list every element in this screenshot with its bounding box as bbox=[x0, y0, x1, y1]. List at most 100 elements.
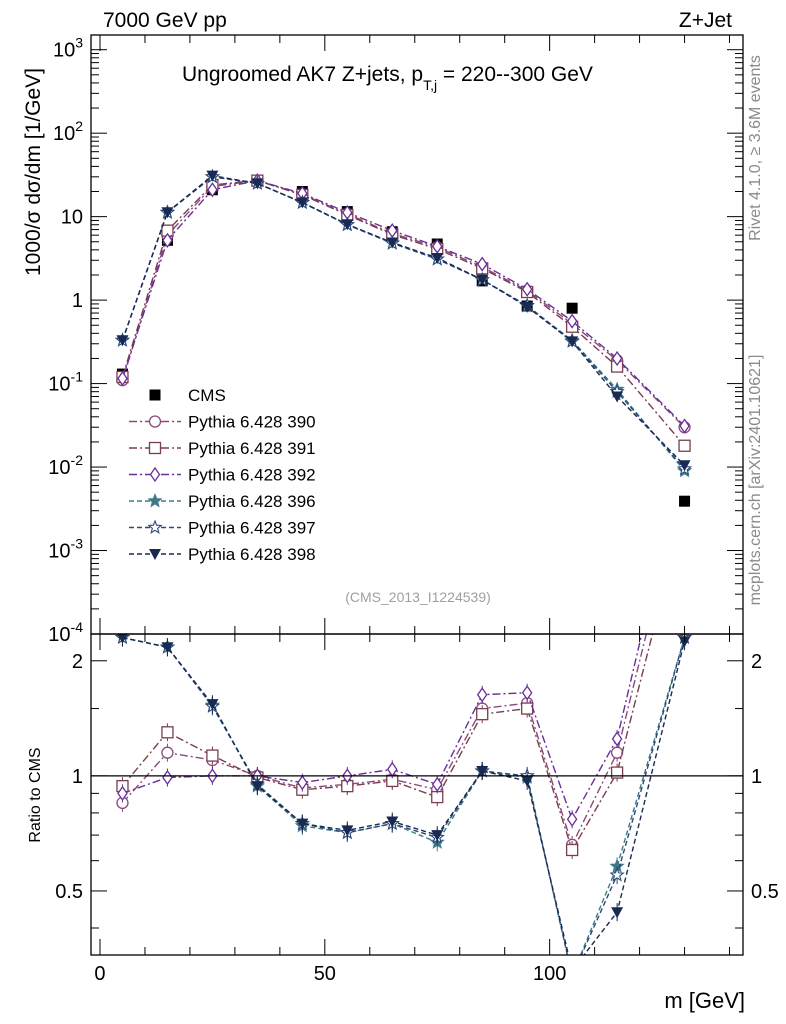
ratio-y-tick-label-right: 0.5 bbox=[751, 881, 779, 903]
main-y-tick-label: 10-3 bbox=[48, 536, 83, 563]
ratio-pythia-6-428-398-point bbox=[206, 699, 219, 711]
ratio-y-tick-label-left: 2 bbox=[72, 651, 83, 673]
main-pythia-6-428-398-point bbox=[386, 237, 399, 249]
main-pythia-6-428-398-point bbox=[476, 274, 489, 286]
legend-pythia-6-428-390-marker bbox=[148, 415, 162, 428]
main-pythia-6-428-392-point bbox=[117, 370, 128, 387]
ratio-pythia-6-428-392-point bbox=[521, 685, 533, 701]
legend-pythia-6-428-397-marker bbox=[147, 519, 163, 534]
plot-title-sub: T,j bbox=[423, 77, 437, 93]
ratio-pythia-6-428-392-point bbox=[566, 811, 578, 827]
ratio-pythia-6-428-391-point bbox=[610, 766, 624, 779]
main-pythia-6-428-392-point bbox=[566, 313, 578, 329]
ratio-pythia-6-428-391-point bbox=[565, 843, 579, 857]
ratio-pythia-6-428-390-point bbox=[610, 746, 624, 759]
main-y-tick-label: 10-1 bbox=[48, 369, 83, 396]
header-right-text: Z+Jet bbox=[679, 9, 732, 32]
ratio-pythia-6-428-391-point bbox=[161, 726, 174, 739]
ratio-pythia-6-428-391-point bbox=[206, 749, 219, 762]
main-pythia-6-428-398-point bbox=[611, 391, 624, 403]
main-pythia-6-428-398-point bbox=[431, 252, 444, 264]
main-pythia-6-428-398-point bbox=[251, 178, 264, 190]
ratio-pythia-6-428-398-point bbox=[431, 830, 444, 842]
ratio-pythia-6-428-392-point bbox=[117, 785, 128, 802]
x-axis-label: m [GeV] bbox=[664, 988, 745, 1013]
ratio-pythia-6-428-396-line bbox=[122, 636, 686, 955]
ratio-pythia-6-428-392-point bbox=[611, 731, 623, 747]
legend-pythia-6-428-391-label: Pythia 6.428 391 bbox=[188, 439, 316, 458]
main-y-tick-label: 1 bbox=[72, 290, 83, 312]
main-pythia-6-428-398-point bbox=[521, 301, 534, 313]
ratio-pythia-6-428-398-point bbox=[296, 818, 309, 830]
ratio-pythia-6-428-397-point bbox=[609, 867, 625, 882]
main-pythia-6-428-398-point bbox=[161, 207, 174, 219]
main-pythia-6-428-398-point bbox=[341, 219, 354, 231]
main-cms-point bbox=[566, 302, 578, 314]
legend-pythia-6-428-398-label: Pythia 6.428 398 bbox=[188, 545, 316, 564]
main-pythia-6-428-398-point bbox=[678, 460, 691, 472]
main-y-axis-label: 1000/σ dσ/dm [1/GeV] bbox=[22, 68, 45, 276]
legend-pythia-6-428-397-label: Pythia 6.428 397 bbox=[188, 519, 316, 538]
ratio-pythia-6-428-398-point bbox=[161, 642, 174, 654]
ratio-y-tick-label-left: 0.5 bbox=[55, 881, 83, 903]
header-left-text: 7000 GeV pp bbox=[103, 9, 227, 32]
main-pythia-6-428-392-point bbox=[476, 256, 488, 272]
x-tick-label: 50 bbox=[314, 963, 336, 985]
legend-pythia-6-428-391-marker bbox=[148, 441, 162, 455]
x-tick-label: 100 bbox=[533, 963, 566, 985]
main-pythia-6-428-392-point bbox=[611, 350, 623, 367]
legend-pythia-6-428-398-marker bbox=[149, 549, 161, 560]
ratio-pythia-6-428-392-point bbox=[476, 687, 488, 703]
legend-pythia-6-428-390-label: Pythia 6.428 390 bbox=[188, 413, 316, 432]
ratio-pythia-6-428-398-line bbox=[122, 636, 686, 955]
ratio-pythia-6-428-398-point bbox=[386, 816, 399, 828]
ratio-pythia-6-428-398-point bbox=[611, 907, 624, 919]
ratio-pythia-6-428-392-point bbox=[297, 775, 308, 791]
main-pythia-6-428-392-point bbox=[207, 182, 218, 198]
ratio-pythia-6-428-398-point bbox=[251, 781, 264, 793]
ratio-pythia-6-428-398-point bbox=[117, 634, 128, 644]
ratio-y-tick-label-left: 1 bbox=[72, 766, 83, 788]
legend-pythia-6-428-392-label: Pythia 6.428 392 bbox=[188, 466, 316, 485]
ratio-pythia-6-428-398-point bbox=[566, 965, 578, 976]
main-pythia-6-428-392-point bbox=[162, 232, 173, 248]
main-pythia-6-428-391-point bbox=[678, 439, 691, 452]
main-pythia-6-428-398-point bbox=[116, 335, 129, 347]
legend-cms-marker bbox=[149, 389, 161, 401]
main-pythia-6-428-398-point bbox=[206, 170, 219, 182]
main-y-tick-label: 10-2 bbox=[48, 452, 83, 479]
analysis-watermark: (CMS_2013_I1224539) bbox=[345, 589, 491, 605]
legend-pythia-6-428-396-marker bbox=[147, 492, 163, 508]
main-y-tick-label: 10-4 bbox=[48, 619, 83, 646]
ratio-pythia-6-428-392-point bbox=[386, 761, 398, 777]
ratio-pythia-6-428-396-point bbox=[566, 969, 578, 981]
main-y-tick-label: 10 bbox=[61, 207, 83, 229]
ratio-pythia-6-428-392-point bbox=[431, 776, 443, 793]
main-y-tick-label: 102 bbox=[53, 118, 83, 145]
legend-cms-label: CMS bbox=[188, 386, 226, 405]
ratio-pythia-6-428-398-point bbox=[476, 765, 489, 777]
plot-title-rest: = 220--300 GeV bbox=[437, 63, 593, 86]
main-pythia-6-428-398-point bbox=[296, 197, 309, 209]
ratio-pythia-6-428-390-point bbox=[161, 746, 174, 759]
main-series-group bbox=[114, 168, 693, 507]
legend: CMS Pythia 6.428 390 Pythia 6.428 391 Pythi… bbox=[129, 386, 316, 564]
ratio-y-tick-label-right: 1 bbox=[751, 766, 762, 788]
legend-pythia-6-428-396-label: Pythia 6.428 396 bbox=[188, 492, 316, 511]
ratio-pythia-6-428-398-point bbox=[341, 825, 354, 837]
ratio-pythia-6-428-391-point bbox=[476, 708, 489, 721]
ratio-y-axis-label: Ratio to CMS bbox=[27, 747, 44, 842]
series-layer bbox=[114, 168, 693, 981]
main-cms-point bbox=[679, 495, 691, 507]
ratio-frame bbox=[90, 633, 744, 956]
rivet-side-label: Rivet 4.1.0, ≥ 3.6M events bbox=[747, 55, 764, 241]
plot-title-main: Ungroomed AK7 Z+jets, p bbox=[182, 63, 423, 86]
mcplots-side-label: mcplots.cern.ch [arXiv:2401.10621] bbox=[747, 355, 764, 606]
main-y-tick-label: 103 bbox=[53, 35, 83, 62]
ratio-pythia-6-428-397-point bbox=[566, 969, 578, 981]
ratio-pythia-6-428-398-point bbox=[521, 775, 534, 787]
ratio-pythia-6-428-391-point bbox=[521, 702, 534, 715]
ratio-pythia-6-428-392-point bbox=[162, 769, 173, 786]
